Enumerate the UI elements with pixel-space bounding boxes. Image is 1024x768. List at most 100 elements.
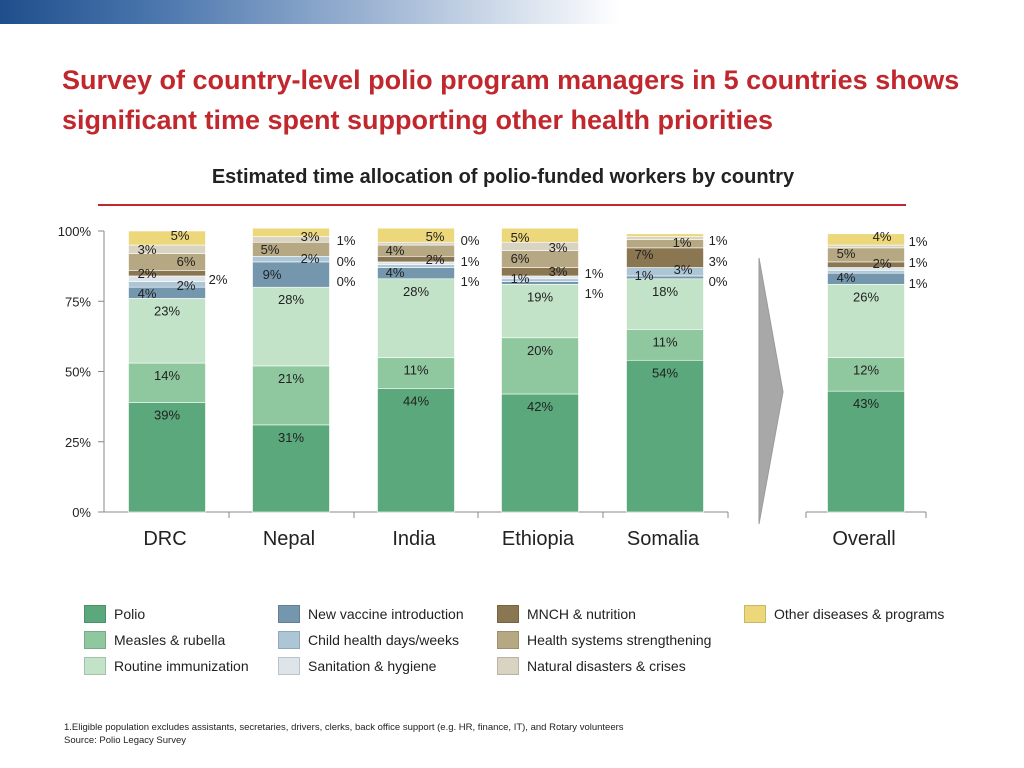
bar-segment: [827, 284, 905, 358]
x-tick-label: Nepal: [263, 528, 315, 550]
data-label: 4%: [386, 243, 405, 258]
legend-swatch: [278, 605, 300, 623]
legend-item: Measles & rubella: [84, 630, 225, 650]
data-label: 9%: [263, 267, 282, 282]
legend-item: Health systems strengthening: [497, 630, 711, 650]
footnote-eligibility: 1.Eligible population excludes assistant…: [64, 722, 624, 733]
legend-item: Routine immunization: [84, 656, 249, 676]
bar-segment: [377, 227, 455, 243]
data-label: 0%: [337, 274, 356, 289]
data-label: 2%: [301, 251, 320, 266]
data-label: 1%: [909, 276, 928, 291]
bar-segment: [501, 393, 579, 513]
data-label: 1%: [337, 233, 356, 248]
data-label: 0%: [709, 274, 728, 289]
legend-label: Routine immunization: [114, 658, 249, 674]
data-label: 5%: [837, 246, 856, 261]
x-tick-label: Somalia: [627, 528, 700, 550]
legend-swatch: [278, 657, 300, 675]
data-label: 5%: [261, 242, 280, 257]
data-label: 54%: [652, 365, 678, 380]
y-tick-label: 25%: [65, 435, 91, 450]
bar-segment: [827, 357, 905, 392]
data-label: 11%: [652, 334, 677, 349]
data-label: 18%: [652, 284, 678, 299]
y-tick-label: 50%: [65, 365, 91, 380]
legend-label: Health systems strengthening: [527, 632, 712, 648]
bar-segment: [377, 278, 455, 358]
bar-segment: [501, 227, 579, 243]
legend-swatch: [84, 605, 106, 623]
data-label: 2%: [138, 266, 157, 281]
data-label: 2%: [177, 278, 196, 293]
bar-segment: [626, 359, 704, 513]
legend-item: Other diseases & programs: [744, 604, 944, 624]
bar-segment: [501, 284, 579, 339]
legend-swatch: [497, 631, 519, 649]
bar-segment: [252, 227, 330, 237]
slide-title: Survey of country-level polio program ma…: [62, 65, 960, 135]
data-label: 4%: [837, 270, 856, 285]
data-label: 28%: [403, 284, 429, 299]
data-label: 11%: [403, 362, 428, 377]
data-label: 4%: [386, 265, 405, 280]
bar-segment: [827, 261, 905, 268]
data-label: 42%: [527, 399, 553, 414]
legend-label: MNCH & nutrition: [527, 606, 636, 622]
data-label: 0%: [461, 233, 480, 248]
legend-label: New vaccine introduction: [308, 606, 464, 622]
legend-swatch: [497, 605, 519, 623]
data-label: 20%: [527, 343, 553, 358]
data-label: 3%: [549, 264, 568, 279]
x-tick-label: Ethiopia: [502, 528, 575, 550]
data-label: 1%: [909, 234, 928, 249]
data-label: 2%: [873, 256, 892, 271]
legend-label: Measles & rubella: [114, 632, 226, 648]
x-tick-label: India: [392, 528, 436, 550]
data-label: 26%: [853, 289, 879, 304]
data-label: 3%: [674, 262, 693, 277]
legend-swatch: [497, 657, 519, 675]
bar-segment: [128, 298, 206, 364]
data-label: 23%: [154, 303, 180, 318]
legend-label: Polio: [114, 606, 146, 622]
data-label: 4%: [873, 229, 892, 244]
legend-swatch: [278, 631, 300, 649]
legend-swatch: [84, 631, 106, 649]
data-label: 19%: [527, 289, 553, 304]
y-tick-label: 75%: [65, 294, 91, 309]
data-label: 1%: [585, 266, 604, 281]
header-color-band: [0, 0, 620, 24]
bar-segment: [827, 233, 905, 246]
title-divider: [98, 204, 906, 206]
data-label: 3%: [138, 242, 157, 257]
data-label: 1%: [673, 235, 692, 250]
data-label: 1%: [461, 274, 480, 289]
data-label: 21%: [278, 371, 304, 386]
data-label: 43%: [853, 396, 879, 411]
data-label: 2%: [209, 272, 228, 287]
bar-segment: [128, 362, 206, 403]
legend-label: Other diseases & programs: [774, 606, 945, 622]
data-label: 2%: [426, 252, 445, 267]
bar-segment: [626, 236, 704, 240]
x-tick-label: Overall: [832, 528, 895, 550]
data-label: 31%: [278, 430, 304, 445]
data-label: 1%: [511, 271, 530, 286]
data-label: 1%: [635, 268, 654, 283]
data-label: 1%: [585, 286, 604, 301]
data-label: 0%: [337, 254, 356, 269]
data-label: 3%: [709, 254, 728, 269]
x-tick-label: DRC: [143, 528, 186, 550]
y-tick-label: 0%: [72, 505, 91, 520]
stacked-bar-chart: 0% 25% 50% 75% 100% 39% 14% 23% DRC 31% 21% 28% Nepa…: [58, 224, 928, 550]
data-label: 1%: [461, 254, 480, 269]
legend-item: Child health days/weeks: [278, 630, 459, 650]
chart-subtitle: Estimated time allocation of polio-funde…: [211, 166, 795, 188]
bar-segment: [827, 390, 905, 513]
y-tick-label: 100%: [58, 224, 92, 239]
bar-segment: [377, 388, 455, 513]
bar-segment: [252, 424, 330, 513]
data-label: 5%: [426, 229, 445, 244]
legend-label: Child health days/weeks: [308, 632, 459, 648]
